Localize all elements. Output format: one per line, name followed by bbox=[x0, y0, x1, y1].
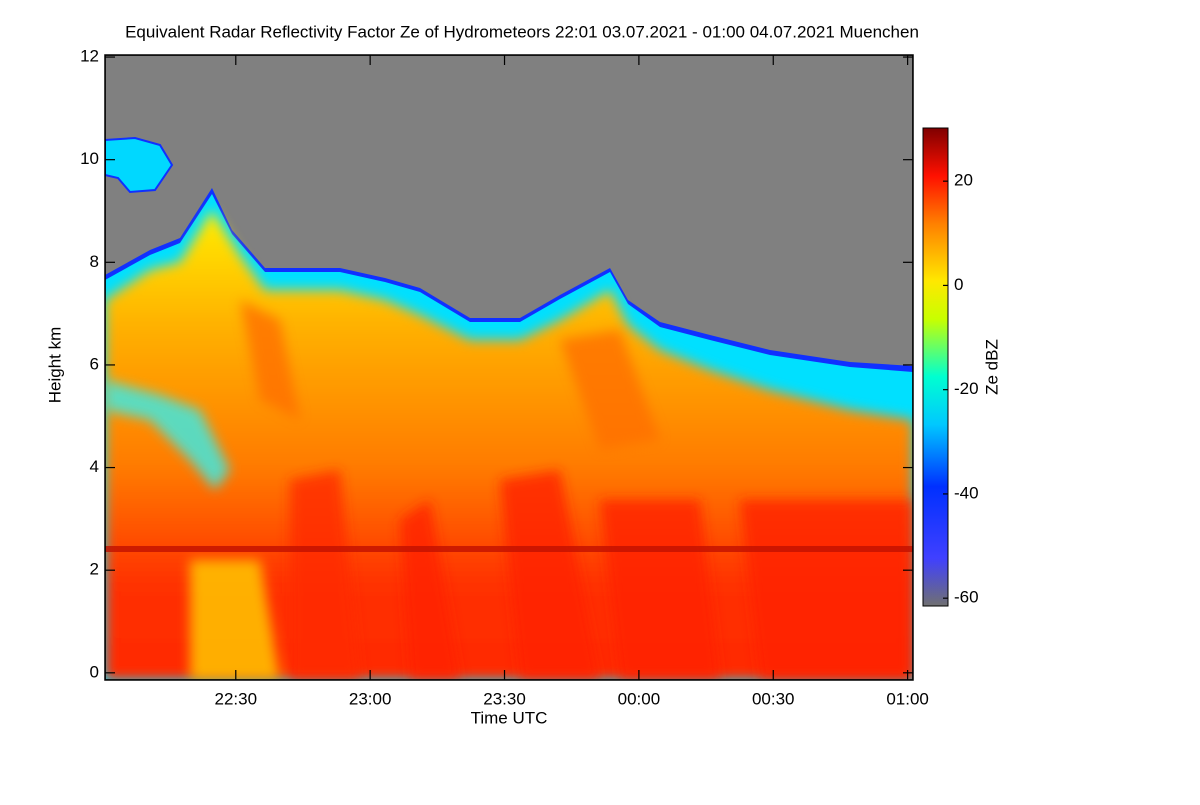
x-tick-label: 22:30 bbox=[215, 689, 258, 708]
colorbar-tick-label: -40 bbox=[954, 483, 979, 502]
x-tick-label: 23:00 bbox=[349, 689, 392, 708]
x-tick-label: 00:30 bbox=[752, 689, 795, 708]
colorbar-tick-label: 20 bbox=[954, 171, 973, 190]
y-tick-label: 0 bbox=[90, 662, 99, 681]
colorbar-label: Ze dBZ bbox=[982, 339, 1001, 395]
x-axis-label: Time UTC bbox=[471, 708, 548, 727]
y-tick-label: 12 bbox=[80, 47, 99, 66]
x-tick-label: 00:00 bbox=[618, 689, 661, 708]
echo-streaks bbox=[190, 300, 913, 680]
echo-cloud-top bbox=[105, 136, 174, 194]
y-axis-label: Height km bbox=[45, 327, 64, 404]
y-tick-label: 4 bbox=[90, 457, 99, 476]
y-tick-label: 8 bbox=[90, 252, 99, 271]
colorbar-tick-label: -60 bbox=[954, 588, 979, 607]
y-tick-label: 10 bbox=[80, 149, 99, 168]
radar-field bbox=[105, 55, 913, 680]
y-tick-label: 6 bbox=[90, 354, 99, 373]
x-tick-label: 01:00 bbox=[886, 689, 929, 708]
x-tick-label: 23:30 bbox=[483, 689, 526, 708]
colorbar-tick-label: 0 bbox=[954, 275, 963, 294]
echo-cyan-patch bbox=[105, 380, 230, 490]
chart-title: Equivalent Radar Reflectivity Factor Ze … bbox=[125, 22, 919, 41]
melting-layer bbox=[105, 546, 913, 552]
colorbar-tick-label: -20 bbox=[954, 379, 979, 398]
colorbar bbox=[922, 127, 949, 607]
axes-frame bbox=[104, 54, 914, 681]
y-tick-label: 2 bbox=[90, 560, 99, 579]
